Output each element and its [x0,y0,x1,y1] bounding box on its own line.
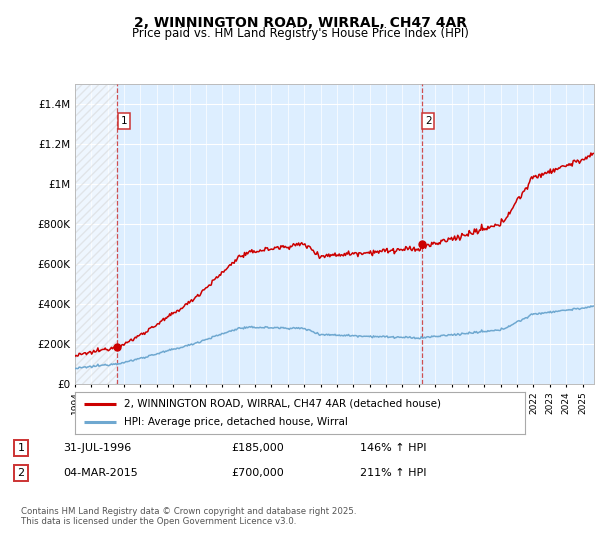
Text: 2: 2 [17,468,25,478]
Text: Contains HM Land Registry data © Crown copyright and database right 2025.
This d: Contains HM Land Registry data © Crown c… [21,507,356,526]
Text: 2, WINNINGTON ROAD, WIRRAL, CH47 4AR (detached house): 2, WINNINGTON ROAD, WIRRAL, CH47 4AR (de… [125,399,442,409]
Text: 04-MAR-2015: 04-MAR-2015 [63,468,138,478]
Text: £700,000: £700,000 [231,468,284,478]
Text: 146% ↑ HPI: 146% ↑ HPI [360,443,427,453]
Text: HPI: Average price, detached house, Wirral: HPI: Average price, detached house, Wirr… [125,417,349,427]
Text: 211% ↑ HPI: 211% ↑ HPI [360,468,427,478]
Text: £185,000: £185,000 [231,443,284,453]
Bar [75,84,117,384]
Text: 2: 2 [425,116,431,126]
Text: 2, WINNINGTON ROAD, WIRRAL, CH47 4AR: 2, WINNINGTON ROAD, WIRRAL, CH47 4AR [133,16,467,30]
Text: 1: 1 [121,116,127,126]
Text: 31-JUL-1996: 31-JUL-1996 [63,443,131,453]
Text: 1: 1 [17,443,25,453]
Text: Price paid vs. HM Land Registry's House Price Index (HPI): Price paid vs. HM Land Registry's House … [131,27,469,40]
